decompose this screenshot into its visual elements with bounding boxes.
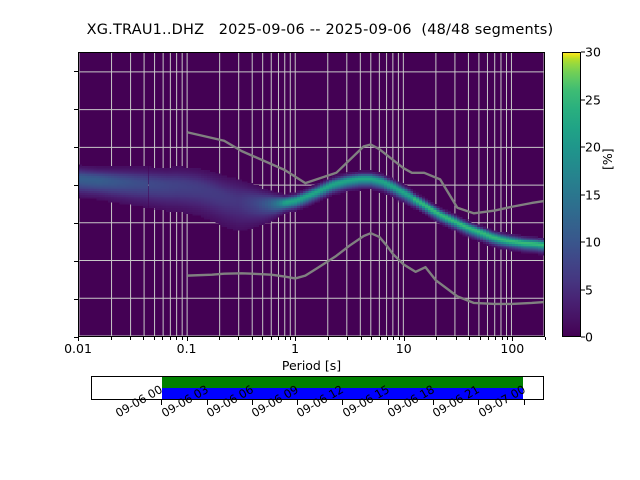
x-tick-mark bbox=[436, 337, 438, 340]
colorbar-tick-mark bbox=[581, 289, 585, 290]
x-tick-mark bbox=[479, 337, 481, 340]
x-tick-mark bbox=[360, 337, 362, 340]
timeline-tick-mark bbox=[387, 400, 389, 405]
x-tick-mark bbox=[507, 337, 509, 340]
coverage-band-green bbox=[161, 377, 523, 388]
colorbar-tick-label: 25 bbox=[585, 92, 601, 107]
timeline-tick-mark bbox=[206, 400, 208, 405]
x-tick-mark bbox=[129, 337, 131, 340]
x-tick-mark bbox=[495, 337, 497, 340]
colorbar-tick-label: 5 bbox=[585, 282, 593, 297]
colorbar-label: [%] bbox=[600, 148, 615, 170]
y-tick-mark bbox=[74, 261, 78, 262]
x-tick-mark bbox=[284, 337, 286, 340]
x-tick-mark bbox=[403, 337, 405, 341]
x-tick-mark bbox=[186, 337, 188, 341]
x-tick-mark bbox=[290, 337, 292, 340]
x-tick-mark bbox=[455, 337, 457, 340]
timeline-tick-mark bbox=[478, 400, 480, 405]
ppsd-canvas bbox=[79, 53, 544, 336]
x-axis-label: Period [s] bbox=[281, 358, 342, 373]
x-tick-label: 0.1 bbox=[176, 341, 197, 356]
x-tick-mark bbox=[271, 337, 273, 340]
nhnm-curve bbox=[186, 131, 544, 215]
page-title: XG.TRAU1..DHZ 2025-09-06 -- 2025-09-06 (… bbox=[86, 22, 554, 38]
colorbar bbox=[562, 52, 581, 337]
x-tick-mark bbox=[488, 337, 490, 340]
y-tick-mark bbox=[74, 71, 78, 72]
x-tick-mark bbox=[393, 337, 395, 340]
colorbar-tick-mark bbox=[581, 51, 585, 53]
x-tick-label: 10 bbox=[395, 341, 412, 356]
x-tick-mark bbox=[346, 337, 348, 340]
x-tick-mark bbox=[512, 337, 514, 341]
x-tick-mark bbox=[371, 337, 373, 340]
x-tick-mark bbox=[545, 337, 546, 340]
colorbar-tick-label: 20 bbox=[585, 139, 601, 155]
x-tick-mark bbox=[176, 337, 178, 340]
x-tick-mark bbox=[153, 337, 155, 340]
timeline-tick-mark bbox=[251, 400, 253, 405]
colorbar-tick-label: 15 bbox=[585, 187, 601, 202]
x-tick-mark bbox=[262, 337, 264, 340]
x-tick-mark bbox=[379, 337, 381, 340]
x-tick-mark bbox=[469, 337, 471, 340]
timeline-tick-mark bbox=[161, 400, 163, 405]
x-tick-mark bbox=[169, 337, 171, 340]
colorbar-tick-mark bbox=[581, 99, 585, 100]
x-tick-mark bbox=[327, 337, 329, 340]
colorbar-tick-label: 30 bbox=[585, 44, 601, 60]
x-tick-mark bbox=[251, 337, 253, 340]
y-tick-mark bbox=[74, 109, 78, 110]
colorbar-tick-label: 0 bbox=[585, 329, 593, 345]
ppsd-plot-area bbox=[78, 52, 545, 337]
y-tick-mark bbox=[74, 337, 78, 338]
colorbar-tick-mark bbox=[581, 336, 585, 338]
x-tick-mark bbox=[143, 337, 145, 340]
x-tick-mark bbox=[295, 337, 297, 341]
timeline-tick-mark bbox=[297, 400, 299, 405]
x-tick-mark bbox=[78, 337, 79, 341]
x-tick-mark bbox=[181, 337, 183, 340]
nlnm-curve bbox=[187, 231, 544, 306]
x-tick-mark bbox=[501, 337, 503, 340]
x-tick-mark bbox=[386, 337, 388, 340]
colorbar-tick-mark bbox=[581, 146, 585, 148]
colorbar-tick-mark bbox=[581, 194, 585, 195]
y-tick-mark bbox=[74, 185, 78, 186]
y-tick-mark bbox=[74, 299, 78, 300]
x-tick-mark bbox=[398, 337, 400, 340]
y-tick-mark bbox=[74, 147, 78, 148]
x-tick-label: 1 bbox=[291, 341, 300, 356]
x-tick-mark bbox=[162, 337, 164, 340]
y-tick-mark bbox=[74, 223, 78, 224]
x-tick-label: 0.01 bbox=[64, 341, 92, 356]
timeline-tick-mark bbox=[342, 400, 344, 405]
x-tick-mark bbox=[238, 337, 240, 340]
colorbar-tick-label: 10 bbox=[585, 234, 601, 250]
colorbar-tick-mark bbox=[581, 241, 585, 243]
timeline-tick-mark bbox=[433, 400, 434, 405]
ppsd-histogram bbox=[79, 164, 544, 256]
data-coverage-timeline bbox=[91, 376, 544, 400]
x-tick-mark bbox=[219, 337, 221, 340]
x-tick-label: 100 bbox=[500, 341, 525, 356]
timeline-tick-mark bbox=[523, 400, 525, 405]
x-tick-mark bbox=[278, 337, 280, 340]
coverage-band-blue bbox=[161, 388, 523, 399]
x-tick-mark bbox=[110, 337, 112, 340]
